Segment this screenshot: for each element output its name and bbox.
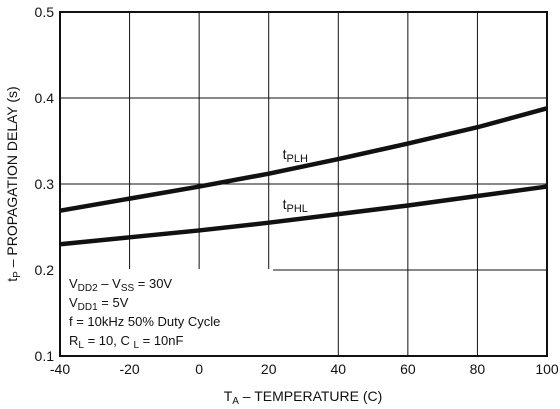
y-tick-label: 0.1 <box>35 348 55 364</box>
y-tick-label: 0.5 <box>35 4 55 20</box>
y-tick-label: 0.4 <box>35 90 55 106</box>
x-tick-label: 0 <box>195 361 203 377</box>
conditions-line: VDD1 = 5V <box>69 295 129 313</box>
x-axis-ticks: -40 -20 0 20 40 60 80 100 <box>50 361 559 377</box>
conditions-line: RL = 10, C L = 10nF <box>69 333 184 351</box>
conditions-line: f = 10kHz 50% Duty Cycle <box>69 314 220 329</box>
series-labels: tPLH tPHL <box>283 146 308 215</box>
x-axis-label: TA – TEMPERATURE (C) <box>224 388 383 407</box>
x-tick-label: 100 <box>535 361 559 377</box>
plot-frame <box>59 11 548 357</box>
series-group <box>59 106 548 247</box>
series-label-plh: tPLH <box>283 146 308 165</box>
y-axis-ticks: 0.1 0.2 0.3 0.4 0.5 <box>35 4 55 364</box>
series-label-phl: tPHL <box>283 196 308 215</box>
y-axis-label: tP – PROPAGATION DELAY (s) <box>4 86 23 281</box>
y-tick-label: 0.2 <box>35 262 55 278</box>
conditions-line: VDD2 – VSS = 30V <box>69 276 172 294</box>
x-tick-label: 40 <box>330 361 346 377</box>
x-tick-label: 20 <box>261 361 277 377</box>
y-tick-label: 0.3 <box>35 176 55 192</box>
conditions-box-bg <box>61 269 273 355</box>
x-tick-label: 80 <box>470 361 486 377</box>
conditions-box <box>61 269 273 355</box>
x-tick-label: -40 <box>50 361 70 377</box>
series-line-phl <box>59 184 548 247</box>
x-tick-label: -20 <box>119 361 139 377</box>
series-line-plh <box>59 106 548 213</box>
x-tick-label: 60 <box>400 361 416 377</box>
